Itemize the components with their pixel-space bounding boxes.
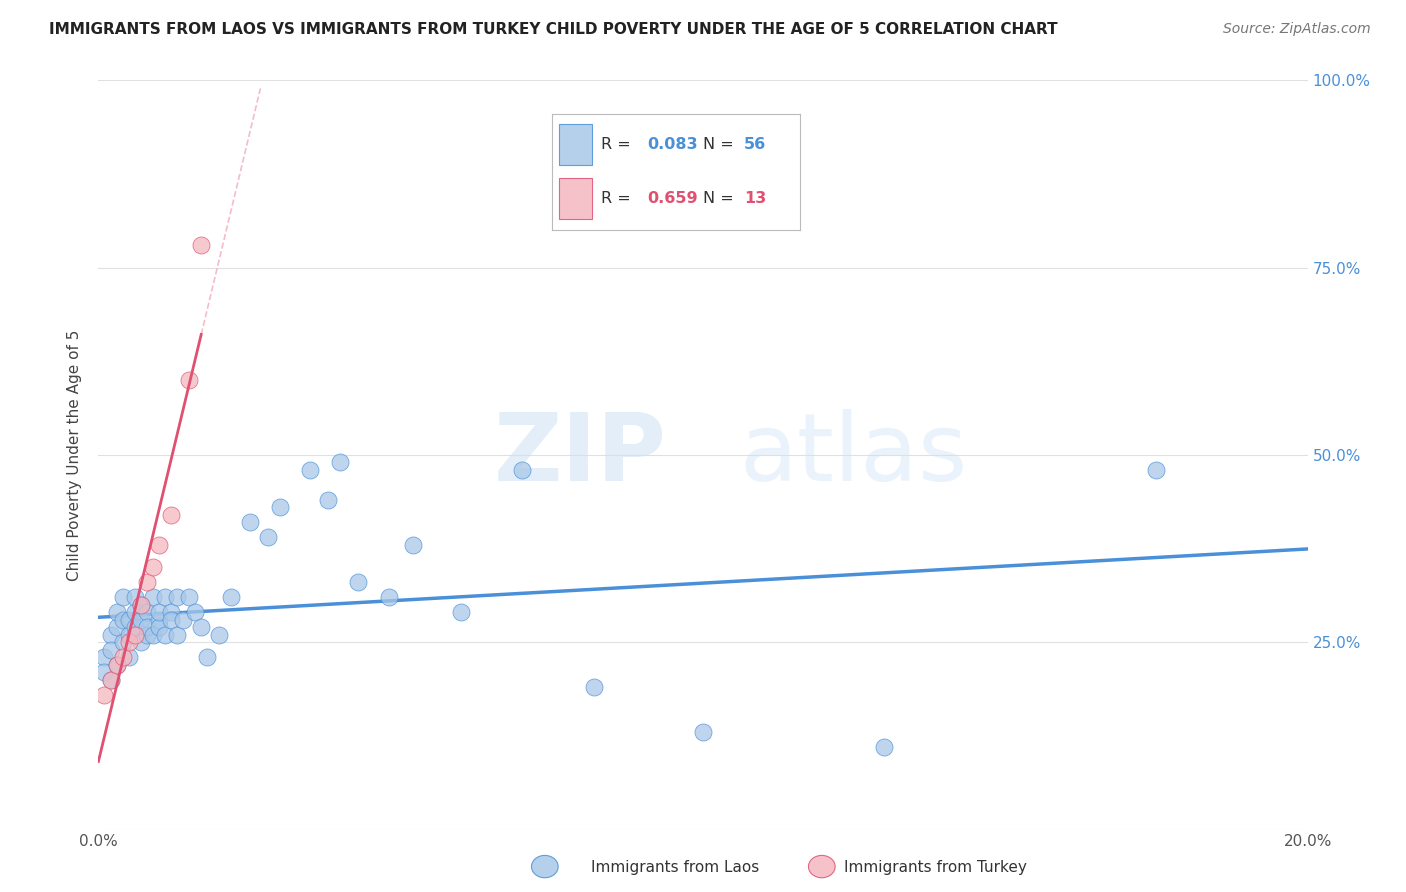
Point	[142, 560, 165, 574]
Point	[208, 628, 231, 642]
Circle shape	[531, 855, 558, 878]
Point	[118, 613, 141, 627]
Point	[316, 492, 339, 507]
Point	[100, 673, 122, 687]
Point	[510, 463, 533, 477]
Point	[142, 591, 165, 605]
Point	[129, 598, 152, 612]
Point	[160, 508, 183, 522]
Point	[93, 650, 115, 665]
Point	[105, 657, 128, 672]
Text: ZIP: ZIP	[494, 409, 666, 501]
Point	[129, 598, 152, 612]
Point	[93, 665, 115, 680]
Circle shape	[808, 855, 835, 878]
Point	[450, 605, 472, 619]
Text: IMMIGRANTS FROM LAOS VS IMMIGRANTS FROM TURKEY CHILD POVERTY UNDER THE AGE OF 5 : IMMIGRANTS FROM LAOS VS IMMIGRANTS FROM …	[49, 22, 1057, 37]
Point	[166, 628, 188, 642]
Point	[184, 605, 207, 619]
Point	[124, 620, 146, 634]
Point	[221, 591, 243, 605]
Point	[195, 650, 218, 665]
Point	[583, 680, 606, 694]
Point	[148, 605, 170, 619]
Point	[111, 613, 134, 627]
Text: Source: ZipAtlas.com: Source: ZipAtlas.com	[1223, 22, 1371, 37]
Point	[190, 238, 212, 252]
Point	[100, 673, 122, 687]
Point	[142, 628, 165, 642]
Point	[105, 620, 128, 634]
Point	[129, 635, 152, 649]
Point	[873, 740, 896, 755]
Point	[239, 516, 262, 530]
Text: Immigrants from Turkey: Immigrants from Turkey	[844, 860, 1026, 874]
Point	[118, 628, 141, 642]
Point	[153, 628, 176, 642]
Point	[1144, 463, 1167, 477]
Point	[269, 500, 291, 515]
Point	[172, 613, 194, 627]
Point	[148, 620, 170, 634]
Point	[100, 628, 122, 642]
Point	[129, 613, 152, 627]
Point	[377, 591, 399, 605]
Point	[148, 538, 170, 552]
Point	[148, 613, 170, 627]
Point	[135, 628, 157, 642]
Point	[118, 650, 141, 665]
Point	[329, 455, 352, 469]
Point	[111, 635, 134, 649]
Point	[105, 657, 128, 672]
Point	[256, 530, 278, 544]
Point	[135, 620, 157, 634]
Point	[93, 688, 115, 702]
Point	[135, 605, 157, 619]
Point	[135, 575, 157, 590]
Point	[124, 591, 146, 605]
Point	[153, 591, 176, 605]
Point	[160, 605, 183, 619]
Y-axis label: Child Poverty Under the Age of 5: Child Poverty Under the Age of 5	[67, 329, 83, 581]
Text: Immigrants from Laos: Immigrants from Laos	[591, 860, 759, 874]
Point	[124, 605, 146, 619]
Point	[179, 591, 201, 605]
Point	[160, 613, 183, 627]
Point	[111, 591, 134, 605]
Point	[100, 642, 122, 657]
Point	[166, 591, 188, 605]
Text: atlas: atlas	[740, 409, 967, 501]
Point	[190, 620, 212, 634]
Point	[124, 628, 146, 642]
Point	[692, 725, 714, 739]
Point	[299, 463, 322, 477]
Point	[402, 538, 425, 552]
Point	[111, 650, 134, 665]
Point	[118, 635, 141, 649]
Point	[179, 373, 201, 387]
Point	[347, 575, 370, 590]
Point	[105, 605, 128, 619]
